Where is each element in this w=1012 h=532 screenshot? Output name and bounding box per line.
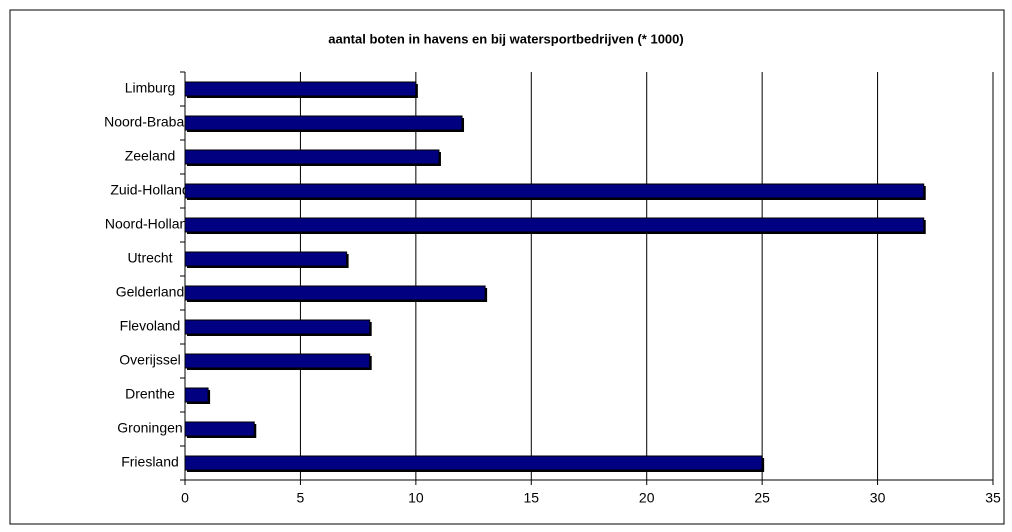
x-tick-label: 0 (181, 490, 189, 506)
chart-title: aantal boten in havens en bij watersport… (328, 31, 683, 46)
y-tick-label: Noord-Brabant (104, 114, 196, 130)
x-tick-label: 20 (639, 490, 655, 506)
bar (184, 217, 925, 233)
x-tick-label: 25 (754, 490, 770, 506)
y-tick-label: Overijssel (119, 352, 180, 368)
x-tick-label: 10 (408, 490, 424, 506)
x-tick-label: 15 (523, 490, 539, 506)
y-tick-label: Limburg (125, 80, 176, 96)
bar (184, 183, 925, 199)
y-tick-label: Gelderland (116, 284, 185, 300)
bar (184, 115, 463, 131)
bar (184, 285, 486, 301)
y-tick-label: Noord-Holland (105, 216, 195, 232)
bar (184, 387, 209, 403)
bar (184, 455, 763, 471)
y-tick-label: Utrecht (127, 250, 172, 266)
y-tick-label: Flevoland (120, 318, 181, 334)
chart-frame (9, 9, 1005, 525)
y-tick-label: Zuid-Holland (110, 182, 189, 198)
x-tick-label: 5 (297, 490, 305, 506)
bar (184, 353, 371, 369)
bar (184, 81, 417, 97)
y-tick-label: Drenthe (125, 386, 175, 402)
bar (184, 149, 440, 165)
y-tick-label: Friesland (121, 454, 179, 470)
y-tick-label: Groningen (117, 420, 182, 436)
bar (184, 421, 255, 437)
x-tick-label: 30 (870, 490, 886, 506)
x-tick-label: 35 (985, 490, 1001, 506)
bar (184, 251, 348, 267)
y-tick-label: Zeeland (125, 148, 176, 164)
bar (184, 319, 371, 335)
